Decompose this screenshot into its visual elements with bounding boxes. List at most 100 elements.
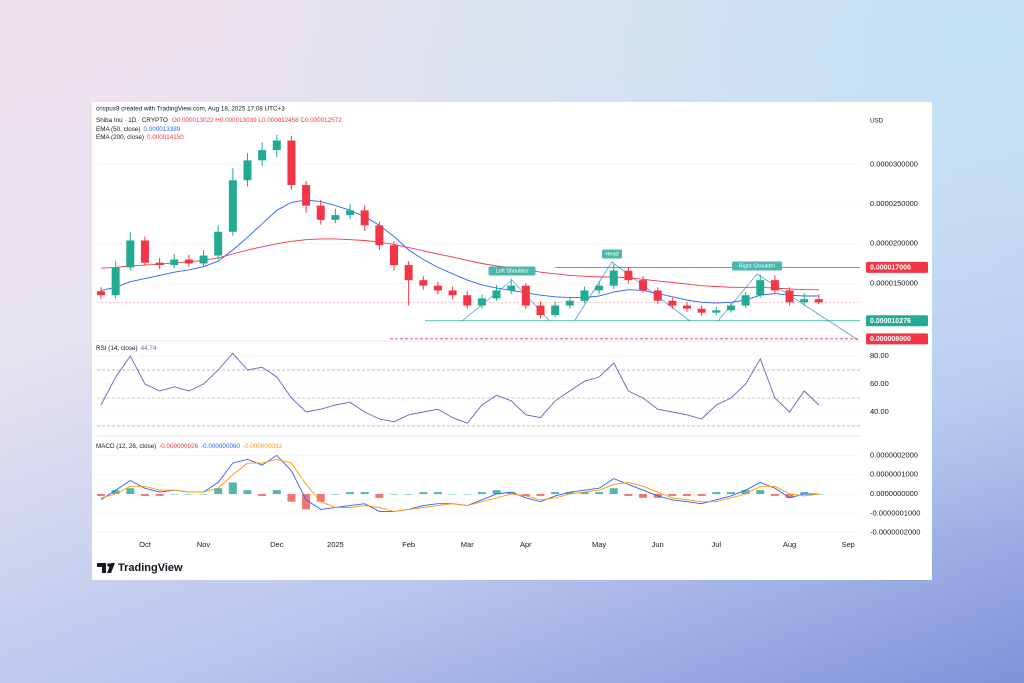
candle-body	[536, 305, 545, 316]
macd-legend-value: -0.000000026	[159, 443, 198, 450]
candle-body	[756, 280, 765, 296]
candle-body	[800, 299, 809, 303]
histogram-bar	[609, 488, 618, 495]
histogram-bar	[346, 492, 355, 495]
brand-name: TradingView	[118, 562, 183, 574]
candle-body	[287, 140, 296, 185]
level-label: 0.000008000	[870, 336, 911, 343]
symbol-title: Shiba Inu · 1D · CRYPTO	[96, 117, 168, 124]
candle-body	[741, 295, 750, 306]
level-tag	[866, 261, 928, 273]
histogram-bar	[331, 494, 340, 495]
histogram-bar	[419, 492, 428, 495]
annotation-box	[488, 266, 536, 276]
macd-legend-value: -0.000000033	[243, 443, 282, 450]
y-tick-label: -0.0000002000	[870, 528, 920, 537]
histogram-bar	[360, 492, 369, 495]
candle-body	[565, 300, 574, 306]
histogram-bar	[565, 492, 574, 495]
candle-body	[463, 295, 472, 306]
level-tag	[866, 333, 928, 345]
y-tick-label: 80.00	[870, 351, 889, 360]
candle-body	[712, 310, 721, 313]
histogram-bar	[316, 494, 325, 502]
candle-body	[302, 184, 311, 206]
candle-body	[316, 205, 325, 220]
x-tick-label: Aug	[783, 540, 796, 549]
histogram-bar	[302, 494, 311, 510]
histogram-bar	[199, 494, 208, 495]
histogram-bar	[668, 494, 677, 496]
x-tick-label: Apr	[520, 540, 532, 549]
candle-body	[228, 180, 237, 232]
ema-legend: EMA (200, close) 0.000014150	[96, 134, 184, 141]
x-tick-label: Nov	[197, 540, 211, 549]
histogram-bar	[785, 494, 794, 498]
annotation-label: Head	[605, 251, 618, 257]
histogram-bar	[595, 492, 604, 495]
histogram-bar	[97, 494, 105, 496]
candle-body	[272, 140, 281, 151]
y-tick-label: 40.00	[870, 407, 889, 416]
x-tick-label: Oct	[139, 540, 152, 549]
candle-body	[580, 290, 589, 301]
histogram-bar	[800, 492, 809, 495]
y-tick-label: 0.0000150000	[870, 278, 918, 287]
ema-name: EMA (200, close)	[96, 134, 144, 141]
brand-logo: TradingView	[97, 562, 183, 574]
histogram-bar	[448, 494, 457, 495]
y-tick-label: 60.00	[870, 379, 889, 388]
candle-body	[595, 285, 604, 291]
histogram-bar	[521, 494, 530, 496]
candle-body	[184, 259, 193, 264]
candle-body	[126, 240, 135, 268]
level-label: 0.000010276	[870, 318, 911, 325]
candle-body	[346, 210, 355, 216]
x-tick-label: 2025	[327, 540, 344, 549]
x-tick-label: Sep	[841, 540, 854, 549]
y-tick-label: -0.0000001000	[870, 508, 920, 517]
rsi-title: RSI (14, close)	[96, 345, 138, 352]
y-tick-label: 0.0000300000	[870, 159, 918, 168]
candle-body	[609, 270, 618, 286]
x-tick-label: May	[592, 540, 606, 549]
y-tick-label: 0.0000001000	[870, 470, 918, 479]
candle-body	[653, 290, 662, 301]
histogram-bar	[375, 494, 384, 498]
histogram-bar	[126, 488, 135, 495]
candle-body	[639, 280, 648, 291]
histogram-bar	[214, 488, 223, 495]
histogram-bar	[712, 492, 721, 495]
ema-legend: EMA (50, close) 0.000013389	[96, 126, 181, 133]
histogram-bar	[726, 492, 735, 495]
histogram-bar	[536, 494, 545, 496]
histogram-bar	[697, 494, 706, 496]
histogram-bar	[287, 494, 296, 502]
attribution: crispus9 created with TradingView.com, A…	[96, 106, 285, 113]
candle-body	[199, 255, 208, 264]
histogram-bar	[170, 494, 179, 495]
logo-dot	[107, 563, 111, 567]
candle-body	[624, 270, 633, 281]
currency: USD	[870, 118, 884, 125]
histogram-bar	[551, 492, 560, 495]
rsi-header: RSI (14, close) 44.74	[96, 345, 157, 352]
candle-body	[243, 160, 252, 181]
candle-body	[551, 305, 560, 316]
candle-body	[419, 280, 428, 286]
histogram-bar	[507, 492, 516, 495]
ohlc-values: O0.000013022 H0.000013039 L0.000012458 C…	[172, 117, 342, 124]
ema-value: 0.000014150	[147, 134, 184, 141]
histogram-bar	[639, 494, 648, 498]
price-header: Shiba Inu · 1D · CRYPTO O0.000013022 H0.0…	[96, 117, 342, 124]
ema-line	[100, 199, 819, 304]
candle-body	[770, 280, 779, 291]
histogram-bar	[756, 490, 765, 495]
histogram-bar	[492, 490, 501, 495]
histogram-bar	[477, 492, 486, 495]
histogram-bar	[683, 494, 691, 496]
candle-body	[170, 259, 179, 266]
rsi-line	[100, 352, 820, 424]
candle-body	[477, 298, 486, 306]
